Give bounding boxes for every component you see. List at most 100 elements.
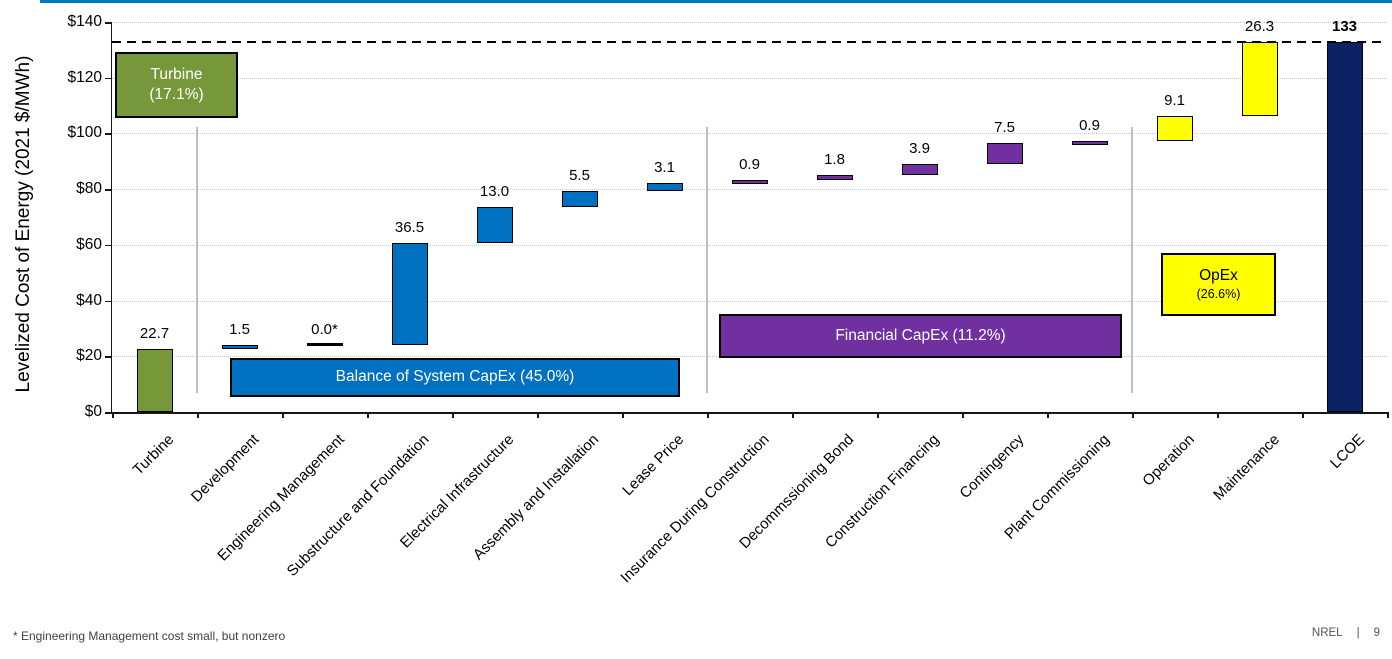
bar-electrical-infrastructure (476, 206, 513, 243)
bar-lease-price (646, 182, 683, 192)
value-label-decommssioning-bond: 1.8 (824, 151, 845, 169)
footer-separator: | (1356, 627, 1360, 639)
value-label-maintenance: 26.3 (1244, 18, 1275, 36)
gridline (112, 300, 1387, 302)
financial-capex-group-label: Financial CapEx (11.2%) (719, 314, 1122, 358)
turbine-group-label: Turbine (17.1%) (115, 52, 238, 118)
x-category-label: Insurance During Construction (617, 431, 773, 587)
footer-page-number: 9 (1373, 627, 1380, 639)
x-category-label: Maintenance (1209, 431, 1283, 504)
x-category-label: Contingency (956, 431, 1028, 502)
bar-maintenance (1241, 42, 1278, 116)
y-axis-tick (105, 133, 111, 135)
slide-footer: NREL | 9 (1312, 627, 1380, 639)
footer-org: NREL (1311, 627, 1343, 639)
y-tick-label: $20 (76, 347, 102, 365)
y-tick-label: $0 (84, 403, 102, 420)
bar-engineering-management (306, 343, 343, 347)
bar-turbine (136, 348, 173, 412)
x-category-label: Turbine (129, 431, 178, 479)
bos-capex-group-label: Balance of System CapEx (45.0%) (230, 358, 680, 397)
x-axis-tick (452, 412, 454, 418)
x-axis-tick (1302, 412, 1304, 418)
gridline (112, 189, 1387, 191)
lcoe-reference-line (112, 40, 1387, 43)
bar-contingency (986, 143, 1023, 165)
y-tick-label: $120 (67, 68, 102, 86)
x-axis-tick (1047, 412, 1049, 418)
x-axis-tick (537, 412, 539, 418)
x-category-label: Development (187, 431, 263, 506)
bar-operation (1156, 115, 1193, 141)
x-axis-tick (707, 412, 709, 418)
y-axis-tick (105, 77, 111, 80)
x-category-label: Operation (1138, 431, 1198, 490)
value-label-plant-commissioning: 0.9 (1079, 116, 1100, 134)
bar-plant-commissioning (1071, 140, 1108, 145)
y-axis-line (110, 22, 112, 413)
bar-development (221, 344, 258, 349)
value-label-insurance-during-construction: 0.9 (739, 156, 760, 174)
value-label-electrical-infrastructure: 13.0 (479, 182, 510, 200)
y-tick-label: $40 (76, 291, 102, 309)
turbine-group-label-text: (17.1%) (149, 86, 204, 103)
x-category-label: Substructure and Foundation (283, 431, 433, 580)
y-tick-label: $60 (76, 235, 102, 253)
bar-construction-financing (901, 164, 938, 176)
y-axis-tick (105, 22, 111, 24)
gridline (112, 133, 1387, 135)
bar-substructure-and-foundation (391, 242, 428, 345)
gridline (112, 244, 1387, 246)
y-axis-tick (105, 300, 111, 303)
x-axis-tick (367, 412, 369, 418)
gridline (112, 22, 1387, 23)
y-tick-label: $80 (76, 180, 102, 198)
bar-lcoe (1326, 42, 1363, 412)
turbine-group-label-text: Turbine (150, 65, 203, 83)
group-separator-line (196, 127, 198, 393)
value-label-construction-financing: 3.9 (909, 140, 930, 158)
opex-group-label-text: (26.6%) (1196, 287, 1241, 302)
x-axis-tick (1387, 412, 1389, 418)
x-axis-tick (877, 412, 879, 418)
y-axis-tick (105, 189, 111, 191)
x-axis-tick (962, 412, 964, 418)
x-axis-tick (1132, 412, 1134, 418)
footnote: * Engineering Management cost small, but… (13, 629, 286, 643)
value-label-operation: 9.1 (1164, 91, 1185, 109)
x-category-label: Lease Price (619, 431, 688, 500)
bos-capex-group-label-text: Balance of System CapEx (45.0%) (335, 368, 575, 386)
y-axis-tick (105, 356, 111, 358)
y-axis-tick (105, 412, 111, 414)
x-axis-tick (622, 412, 624, 418)
value-label-turbine: 22.7 (139, 324, 170, 342)
x-axis-line (110, 412, 1389, 414)
bar-insurance-during-construction (731, 180, 768, 185)
value-label-development: 1.5 (229, 320, 250, 338)
value-label-substructure-and-foundation: 36.5 (394, 218, 425, 236)
group-separator-line (706, 127, 708, 393)
x-axis-tick (112, 412, 114, 418)
value-label-lease-price: 3.1 (654, 158, 675, 176)
value-label-assembly-and-installation: 5.5 (569, 167, 590, 185)
x-axis-tick (1217, 412, 1219, 418)
top-accent-line (40, 0, 1392, 3)
x-axis-tick (282, 412, 284, 418)
bar-assembly-and-installation (561, 191, 598, 207)
bar-decommssioning-bond (816, 175, 853, 181)
value-label-engineering-management: 0.0* (311, 320, 338, 338)
x-category-label: LCOE (1326, 431, 1368, 472)
opex-group-label: OpEx (26.6%) (1161, 253, 1276, 316)
group-separator-line (1131, 127, 1133, 393)
y-tick-label: $140 (67, 13, 102, 30)
financial-capex-group-label-text: Financial CapEx (11.2%) (835, 326, 1006, 344)
gridline (112, 77, 1387, 79)
y-axis-tick (105, 244, 111, 247)
x-axis-tick (792, 412, 794, 418)
value-label-lcoe: 133 (1331, 18, 1358, 36)
y-tick-label: $100 (67, 124, 102, 142)
opex-group-label-text: OpEx (1199, 267, 1238, 285)
x-axis-tick (197, 412, 199, 418)
